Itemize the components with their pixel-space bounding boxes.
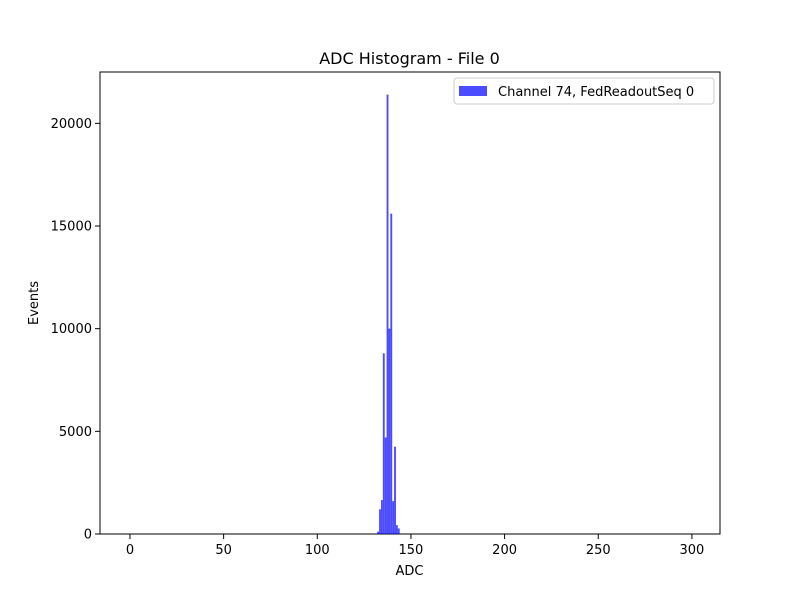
chart-title: ADC Histogram - File 0 <box>319 49 500 68</box>
legend: Channel 74, FedReadoutSeq 0 <box>453 77 715 105</box>
legend-box <box>453 77 715 105</box>
x-tick-label: 250 <box>586 543 611 558</box>
histogram-bar <box>397 528 400 534</box>
plot-area <box>99 71 721 535</box>
x-tick-label: 50 <box>215 543 232 558</box>
histogram-bar <box>380 500 383 534</box>
x-tick-label: 100 <box>305 543 330 558</box>
y-tick-label: 10000 <box>51 322 92 337</box>
y-tick-label: 0 <box>84 528 92 543</box>
histogram-bar <box>382 353 385 534</box>
histogram-bar <box>379 509 381 534</box>
histogram-bar <box>386 94 389 534</box>
histogram-bar <box>375 533 378 534</box>
y-tick-label: 15000 <box>51 220 92 235</box>
histogram-bar <box>384 437 387 534</box>
legend-swatch <box>459 86 487 96</box>
x-tick-label: 0 <box>126 543 134 558</box>
y-axis: 0 5000 10000 15000 20000 <box>51 117 100 543</box>
histogram-bar <box>388 328 391 534</box>
histogram-bar <box>395 525 398 534</box>
legend-label: Channel 74, FedReadoutSeq 0 <box>498 85 694 100</box>
x-axis-label: ADC <box>396 564 424 579</box>
x-tick-label: 200 <box>492 543 517 558</box>
x-tick-label: 300 <box>679 543 704 558</box>
x-tick-label: 150 <box>399 543 424 558</box>
y-tick-label: 5000 <box>59 425 92 440</box>
y-tick-label: 20000 <box>51 117 92 132</box>
histogram-bar <box>392 501 395 534</box>
x-axis: 0 50 100 150 200 250 300 <box>126 534 704 558</box>
histogram-bars <box>375 94 400 534</box>
plot-frame <box>99 71 721 535</box>
histogram-bar <box>390 213 393 534</box>
histogram-bar <box>377 531 380 534</box>
y-axis-label: Events <box>27 281 42 325</box>
histogram-bar <box>394 446 396 534</box>
